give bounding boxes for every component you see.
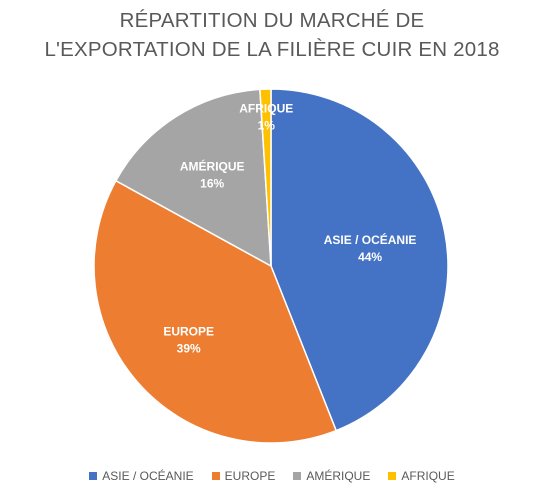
data-label-category-asie-oc-anie: ASIE / OCÉANIE xyxy=(324,232,417,247)
data-label-value-am-rique: 16% xyxy=(200,176,224,190)
legend-item-europe: EUROPE xyxy=(211,469,276,483)
chart-title-line-2: L'EXPORTATION DE LA FILIÈRE CUIR EN 2018 xyxy=(44,38,500,61)
data-label-value-afrique: 1% xyxy=(258,119,276,133)
legend-label-am-rique: AMÉRIQUE xyxy=(306,469,371,483)
pie-slices xyxy=(93,88,449,444)
pie-slice-afrique xyxy=(259,88,272,267)
legend-item-asie-oc-anie: ASIE / OCÉANIE xyxy=(89,469,194,483)
chart-legend: ASIE / OCÉANIE EUROPE AMÉRIQUE AFRIQUE xyxy=(0,469,544,483)
pie-slice-asie-oc-anie xyxy=(270,88,449,432)
data-label-category-am-rique: AMÉRIQUE xyxy=(180,158,245,173)
legend-label-afrique: AFRIQUE xyxy=(401,469,455,483)
legend-item-afrique: AFRIQUE xyxy=(388,469,455,483)
legend-swatch-afrique xyxy=(388,472,397,480)
data-label-category-europe: EUROPE xyxy=(163,325,214,339)
pie-slice-europe xyxy=(93,179,338,444)
legend-swatch-asie-oc-anie xyxy=(89,472,98,480)
legend-swatch-europe xyxy=(211,472,220,480)
data-label-value-asie-oc-anie: 44% xyxy=(358,250,382,264)
pie-data-labels: ASIE / OCÉANIE 44% EUROPE 39% AMÉRIQUE 16% AFR… xyxy=(163,102,416,356)
legend-label-asie-oc-anie: ASIE / OCÉANIE xyxy=(102,469,194,483)
pie-slice-am-rique xyxy=(114,88,272,268)
chart-title: RÉPARTITION DU MARCHÉ DE L'EXPORTATION D… xyxy=(0,6,544,64)
data-label-category-afrique: AFRIQUE xyxy=(239,102,293,116)
legend-swatch-am-rique xyxy=(293,472,302,480)
data-label-value-europe: 39% xyxy=(177,342,201,356)
legend-label-europe: EUROPE xyxy=(224,469,276,483)
chart-title-line-1: RÉPARTITION DU MARCHÉ DE xyxy=(119,9,425,32)
legend-item-am-rique: AMÉRIQUE xyxy=(293,469,370,483)
